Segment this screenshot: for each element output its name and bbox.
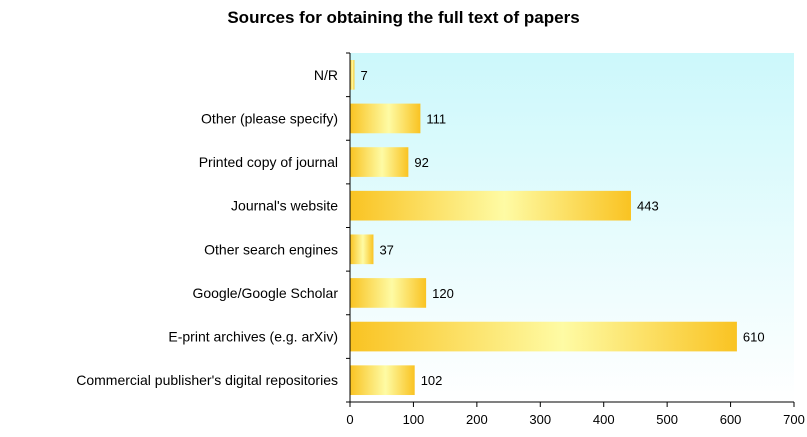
- x-tick-label: 200: [466, 412, 488, 427]
- bar-2: [350, 147, 409, 177]
- value-label: 120: [432, 286, 454, 301]
- category-label: E-print archives (e.g. arXiv): [168, 329, 338, 345]
- category-label: Printed copy of journal: [199, 154, 338, 170]
- category-label: Other search engines: [204, 241, 338, 257]
- category-label: Commercial publisher's digital repositor…: [76, 372, 338, 388]
- x-tick-label: 300: [529, 412, 551, 427]
- value-label: 92: [414, 155, 428, 170]
- value-label: 37: [379, 242, 393, 257]
- bar-4: [350, 234, 374, 265]
- x-tick-label: 0: [346, 412, 353, 427]
- bar-5: [350, 278, 427, 308]
- chart-title: Sources for obtaining the full text of p…: [227, 8, 580, 27]
- x-tick-label: 500: [656, 412, 678, 427]
- bars-group: [350, 59, 737, 396]
- x-axis: 0 100 200 300 400 500 600 700: [346, 52, 805, 427]
- category-label: Google/Google Scholar: [192, 285, 338, 301]
- bar-7: [350, 365, 415, 396]
- category-label: Other (please specify): [201, 110, 338, 126]
- bar-6: [350, 321, 737, 352]
- value-label: 610: [743, 330, 765, 345]
- bar-0: [350, 59, 355, 90]
- value-label: 102: [421, 373, 443, 388]
- category-label: Journal's website: [231, 198, 338, 214]
- bar-1: [350, 103, 421, 134]
- x-tick-label: 400: [593, 412, 615, 427]
- x-tick-label: 100: [403, 412, 425, 427]
- x-tick-label: 600: [720, 412, 742, 427]
- value-label: 7: [360, 68, 367, 83]
- x-tick-label: 700: [783, 412, 805, 427]
- value-label: 111: [426, 111, 446, 126]
- bar-3: [350, 190, 631, 221]
- value-label: 443: [637, 199, 659, 214]
- category-label: N/R: [314, 67, 338, 83]
- value-labels: 7 111 92 443 37 120 610 102: [360, 68, 764, 388]
- category-labels: N/R Other (please specify) Printed copy of…: [76, 67, 338, 388]
